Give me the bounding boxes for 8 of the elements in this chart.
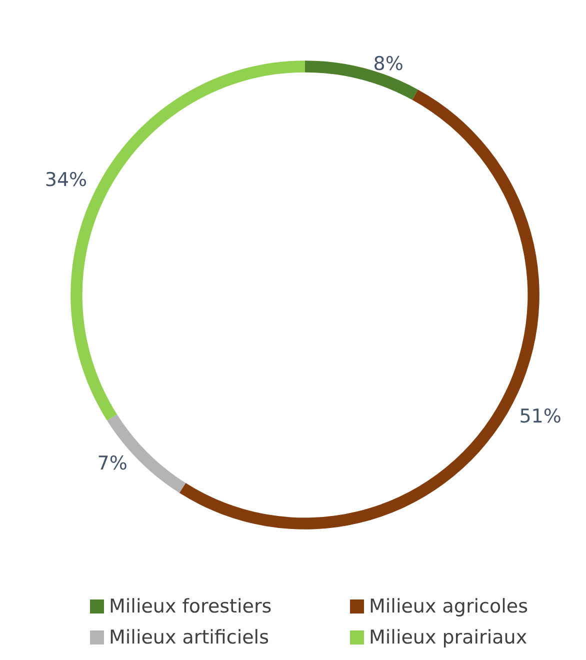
data-label: 8% (373, 53, 404, 76)
legend-label: Milieux forestiers (109, 596, 272, 618)
data-label: 51% (519, 405, 562, 428)
legend-label: Milieux prairiaux (369, 626, 528, 648)
data-label: 34% (44, 169, 88, 192)
legend-label: Milieux agricoles (369, 596, 528, 618)
data-label: 7% (97, 452, 128, 475)
legend-label: Milieux artificiels (109, 626, 269, 648)
